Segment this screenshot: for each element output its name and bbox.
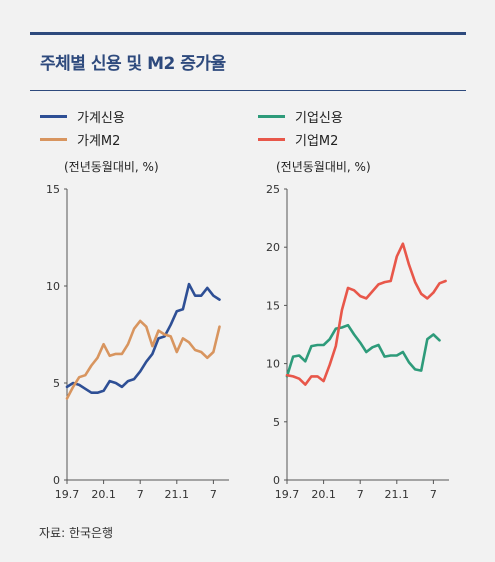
x-tick-label: 21.1: [165, 488, 190, 501]
right-chart: 0 5 10 15 20 25 19.7 20.1 7 21.1 7: [266, 183, 449, 501]
y-tick-label: 15: [46, 183, 60, 196]
x-tick-label: 20.1: [311, 488, 336, 501]
legend-label-household-m2: 가계M2: [77, 133, 121, 149]
x-tick-label: 7: [137, 488, 144, 501]
legend-swatch-corporate-m2: [258, 137, 285, 141]
x-tick-label: 19.7: [55, 488, 80, 501]
right-unit-label: (전년동월대비, %): [276, 160, 371, 174]
y-tick-label: 0: [53, 474, 60, 487]
left-unit-label: (전년동월대비, %): [64, 160, 159, 174]
x-tick-label: 19.7: [275, 488, 300, 501]
legend-corporate-credit: 기업신용: [258, 108, 343, 126]
legend-label-corporate-credit: 기업신용: [295, 110, 343, 126]
legend-household-credit: 가계신용: [40, 108, 125, 126]
y-tick-label: 10: [46, 280, 60, 293]
legend-corporate-m2: 기업M2: [258, 131, 339, 149]
y-tick-label: 20: [266, 241, 280, 254]
series-line-0-0: [65, 282, 221, 395]
source-note: 자료: 한국은행: [39, 526, 114, 540]
series-line-1-1: [285, 242, 447, 386]
legend-swatch-corporate-credit: [258, 114, 285, 118]
legend-swatch-household-m2: [40, 137, 67, 141]
x-tick-label: 21.1: [385, 488, 410, 501]
title-rule: [30, 90, 466, 91]
legend-label-corporate-m2: 기업M2: [295, 133, 339, 149]
x-tick-label: 20.1: [91, 488, 116, 501]
y-tick-label: 5: [53, 377, 60, 390]
x-tick-label: 7: [210, 488, 217, 501]
top-rule: [30, 32, 466, 35]
page-title: 주체별 신용 및 M2 증가율: [40, 54, 226, 74]
series-line-0-1: [65, 319, 221, 400]
y-tick-label: 5: [273, 416, 280, 429]
legend-swatch-household-credit: [40, 114, 67, 118]
legend-household-m2: 가계M2: [40, 131, 121, 149]
y-tick-label: 10: [266, 358, 280, 371]
x-tick-label: 7: [357, 488, 364, 501]
series-line-1-0: [285, 323, 441, 378]
left-chart: 0 5 10 15 19.7 20.1 7 21.1 7: [46, 183, 229, 501]
x-tick-label: 7: [430, 488, 437, 501]
y-tick-label: 25: [266, 183, 280, 196]
legend-label-household-credit: 가계신용: [77, 110, 125, 126]
y-tick-label: 15: [266, 299, 280, 312]
y-tick-label: 0: [273, 474, 280, 487]
